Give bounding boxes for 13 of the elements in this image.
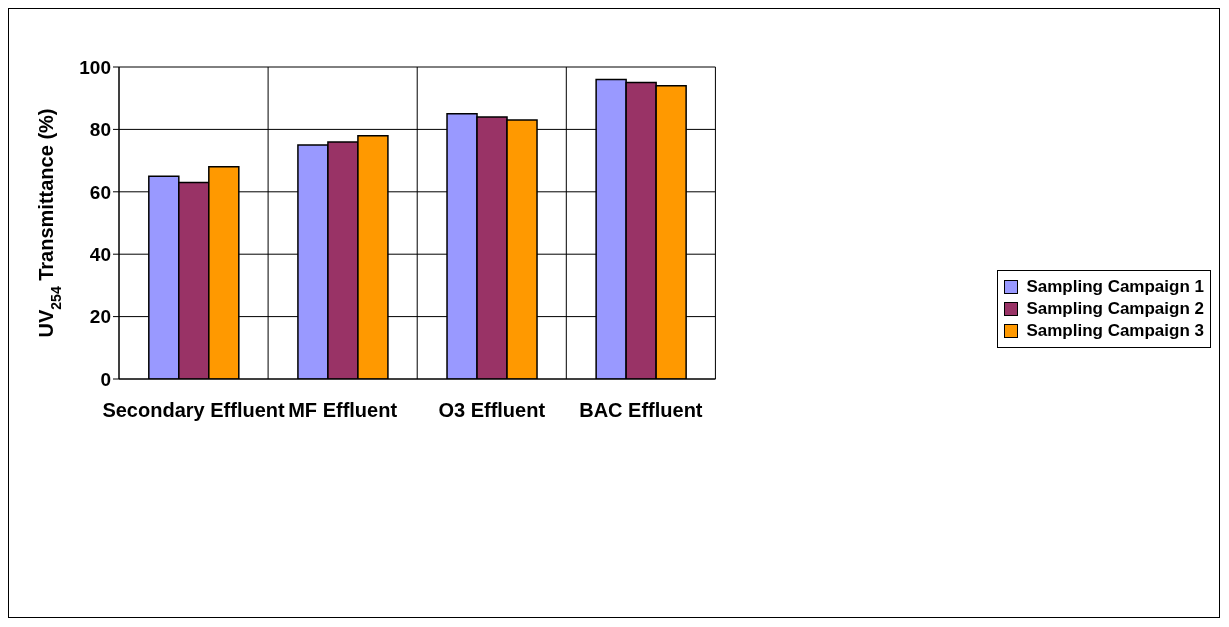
- x-tick-label: BAC Effluent: [579, 399, 703, 422]
- y-tick-label: 40: [89, 243, 111, 265]
- legend-label: Sampling Campaign 1: [1026, 277, 1204, 297]
- legend-label: Sampling Campaign 2: [1026, 299, 1204, 319]
- x-tick-label: MF Effluent: [288, 399, 398, 422]
- y-tick-label: 80: [89, 119, 111, 141]
- x-tick-label: O3 Effluent: [438, 399, 546, 422]
- y-tick-label: 20: [89, 306, 111, 328]
- x-tick-label: Secondary Effluent: [102, 399, 286, 422]
- y-tick-label: 100: [79, 56, 111, 78]
- y-tick-label: 0: [100, 368, 111, 390]
- y-tick-label: 60: [89, 181, 111, 203]
- legend-label: Sampling Campaign 3: [1026, 321, 1204, 341]
